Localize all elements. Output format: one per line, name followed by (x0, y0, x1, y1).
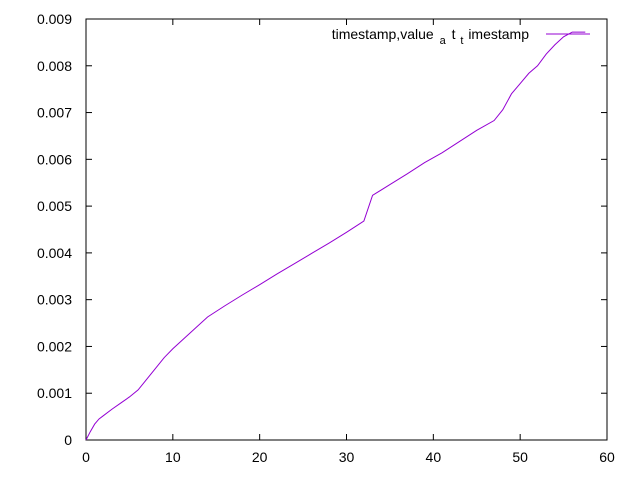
x-tick-label: 60 (599, 449, 615, 465)
plot-border (85, 18, 608, 441)
plot-frame (85, 18, 608, 441)
y-tick-label: 0.006 (37, 151, 72, 167)
y-tick-label: 0.005 (37, 198, 72, 214)
x-tick-label: 10 (165, 449, 181, 465)
y-tick-label: 0.003 (37, 292, 72, 308)
y-tick-label: 0.007 (37, 105, 72, 121)
y-tick-label: 0.004 (37, 245, 72, 261)
legend-sub1: a (440, 35, 447, 47)
y-tick-label: 0.002 (37, 338, 72, 354)
legend-mid: t (452, 26, 456, 42)
series-layer (85, 31, 586, 441)
x-tick-label: 0 (82, 449, 90, 465)
series-line (85, 31, 586, 441)
x-tick-label: 20 (252, 449, 268, 465)
legend-prefix: timestamp,value (332, 26, 434, 42)
y-tick-label: 0.009 (37, 11, 72, 27)
x-tick-label: 40 (426, 449, 442, 465)
legend-sub2: t (460, 35, 463, 47)
legend-suffix: imestamp (468, 26, 529, 42)
y-tick-label: 0.001 (37, 385, 72, 401)
axis-ticks: 0 10 20 30 40 50 60 0 0.001 0.002 0.003 0.004 0.005 0… (37, 11, 615, 465)
x-tick-label: 30 (339, 449, 355, 465)
x-tick-label: 50 (512, 449, 528, 465)
legend-label: timestamp,value a t t imestamp (332, 26, 529, 47)
y-tick-label: 0.008 (37, 58, 72, 74)
y-tick-label: 0 (64, 432, 72, 448)
legend: timestamp,value a t t imestamp (332, 26, 590, 47)
